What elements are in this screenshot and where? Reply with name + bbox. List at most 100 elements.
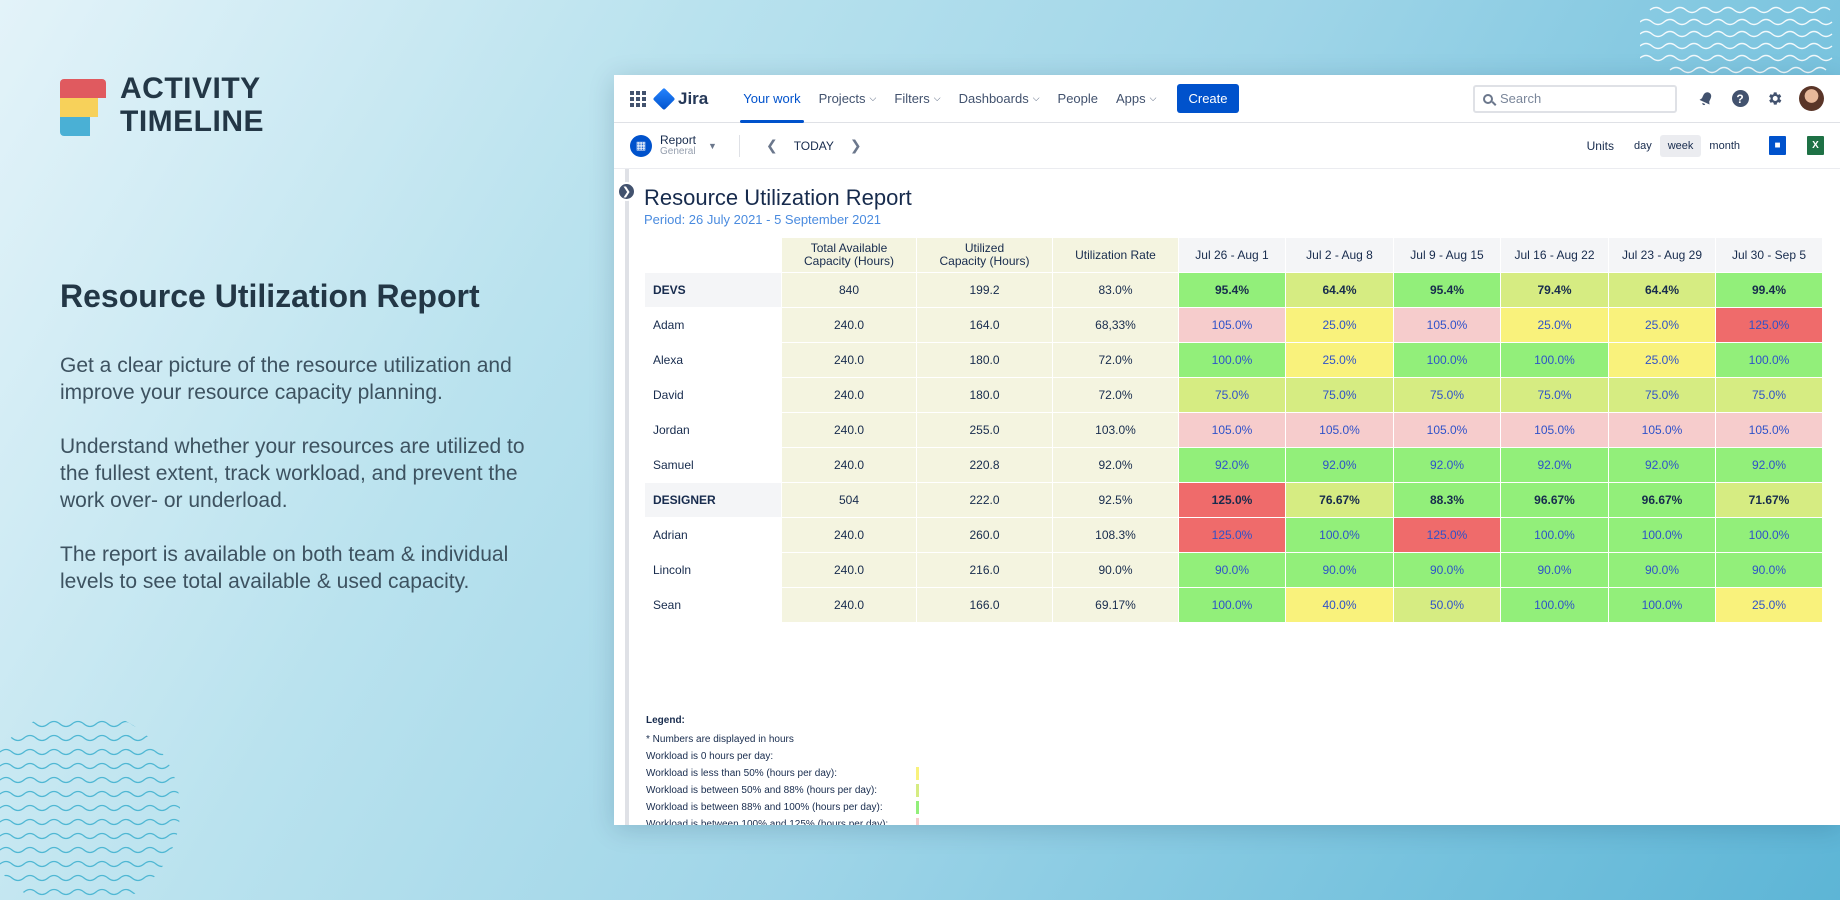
user-avatar[interactable] [1799, 86, 1824, 111]
utilization-rate-cell: 72.0% [1052, 377, 1179, 413]
row-name: Jordan [644, 412, 782, 448]
chevron-down-icon: ⌵ [1149, 93, 1157, 103]
week-utilization-cell: 100.0% [1608, 517, 1716, 553]
week-utilization-cell: 75.0% [1178, 377, 1286, 413]
caret-down-icon[interactable]: ▼ [708, 140, 717, 151]
export-excel-icon[interactable]: X [1807, 136, 1824, 155]
expand-sidebar-icon[interactable]: ❯ [617, 182, 636, 201]
previous-period-button[interactable]: ❮ [765, 137, 778, 153]
utilization-rate-cell: 92.5% [1052, 482, 1179, 518]
week-utilization-cell: 75.0% [1608, 377, 1716, 413]
utilized-capacity-cell: 220.8 [916, 447, 1053, 483]
row-name: Samuel [644, 447, 782, 483]
brand-name: ACTIVITY TIMELINE [120, 72, 264, 138]
nav-people[interactable]: People [1049, 75, 1107, 123]
legend: Legend: * Numbers are displayed in hours… [646, 715, 921, 825]
member-row: Samuel 240.0 220.8 92.0% 92.0% 92.0% 92.0% 92.0… [644, 447, 1823, 483]
week-utilization-cell: 25.0% [1285, 342, 1394, 378]
nav-label: Filters [894, 91, 930, 106]
side-rail [625, 169, 629, 825]
week-utilization-cell: 75.0% [1715, 377, 1823, 413]
row-name: Sean [644, 587, 782, 623]
report-selector-label: Report [660, 132, 697, 147]
chevron-down-icon: ⌵ [933, 93, 941, 103]
row-name: DEVS [644, 272, 782, 308]
legend-title: Legend: [646, 715, 685, 726]
unit-week-button[interactable]: week [1659, 134, 1702, 157]
jira-logo[interactable]: Jira [652, 87, 708, 110]
unit-month-button[interactable]: month [1709, 139, 1740, 152]
total-capacity-cell: 840 [781, 272, 917, 308]
jira-window: Jira Your work Projects ⌵ Filters ⌵ Dashbo… [614, 75, 1840, 825]
legend-item: Workload is 0 hours per day: [646, 748, 921, 765]
utilized-capacity-cell: 180.0 [916, 377, 1053, 413]
nav-projects[interactable]: Projects ⌵ [810, 75, 886, 123]
team-row: DESIGNER 504 222.0 92.5% 125.0% 76.67% 88.3% 96… [644, 482, 1823, 518]
week-utilization-cell: 100.0% [1393, 342, 1501, 378]
create-button[interactable]: Create [1177, 84, 1239, 113]
week-utilization-cell: 90.0% [1715, 552, 1823, 588]
search-input[interactable]: Search [1473, 84, 1677, 113]
row-name: Alexa [644, 342, 782, 378]
report-title: Resource Utilization Report [644, 185, 912, 210]
nav-apps[interactable]: Apps ⌵ [1107, 75, 1165, 123]
total-capacity-cell: 240.0 [781, 552, 917, 588]
utilization-table: Total Available Capacity (Hours) Utilized… [644, 237, 1823, 623]
nav-filters[interactable]: Filters ⌵ [885, 75, 949, 123]
week-utilization-cell: 90.0% [1178, 552, 1286, 588]
week-utilization-cell: 105.0% [1393, 412, 1501, 448]
member-row: Jordan 240.0 255.0 103.0% 105.0% 105.0% 105.0%… [644, 412, 1823, 448]
total-capacity-cell: 240.0 [781, 377, 917, 413]
week-utilization-cell: 40.0% [1285, 587, 1394, 623]
next-period-button[interactable]: ❯ [849, 137, 862, 153]
week-utilization-cell: 64.4% [1285, 272, 1394, 308]
report-selector[interactable]: Report General [660, 134, 696, 158]
unit-day-button[interactable]: day [1633, 139, 1652, 152]
report-selector-sub: General [660, 145, 696, 157]
legend-item: Workload is between 88% and 100% (hours … [646, 799, 921, 816]
header-week: Jul 23 - Aug 29 [1608, 237, 1716, 273]
search-icon [1483, 93, 1493, 104]
utilized-capacity-cell: 222.0 [916, 482, 1053, 518]
nav-dashboards[interactable]: Dashboards ⌵ [950, 75, 1049, 123]
week-utilization-cell: 92.0% [1500, 447, 1609, 483]
legend-item-label: Workload is 0 hours per day: [646, 751, 774, 762]
report-document-icon: ▦ [630, 134, 652, 157]
legend-item-label: Workload is between 50% and 88% (hours p… [646, 785, 878, 796]
legend-item-label: Workload is less than 50% (hours per day… [646, 768, 838, 779]
chevron-down-icon: ⌵ [1032, 93, 1040, 103]
week-utilization-cell: 105.0% [1285, 412, 1394, 448]
week-utilization-cell: 105.0% [1178, 307, 1286, 343]
notifications-icon[interactable] [1689, 82, 1723, 116]
help-icon[interactable]: ? [1723, 82, 1757, 116]
row-name: DESIGNER [644, 482, 782, 518]
nav-your-work[interactable]: Your work [734, 75, 809, 123]
header-week: Jul 30 - Sep 5 [1715, 237, 1823, 273]
week-utilization-cell: 64.4% [1608, 272, 1716, 308]
row-name: Adam [644, 307, 782, 343]
week-utilization-cell: 25.0% [1608, 342, 1716, 378]
header-blank [644, 237, 782, 273]
week-utilization-cell: 50.0% [1393, 587, 1501, 623]
total-capacity-cell: 240.0 [781, 517, 917, 553]
week-utilization-cell: 100.0% [1500, 517, 1609, 553]
week-utilization-cell: 125.0% [1715, 307, 1823, 343]
settings-gear-icon[interactable] [1757, 82, 1791, 116]
utilized-capacity-cell: 216.0 [916, 552, 1053, 588]
header-week: Jul 16 - Aug 22 [1500, 237, 1609, 273]
week-utilization-cell: 71.67% [1715, 482, 1823, 518]
week-utilization-cell: 25.0% [1715, 587, 1823, 623]
today-button[interactable]: TODAY [793, 138, 834, 153]
export-pdf-icon[interactable]: ■ [1769, 136, 1786, 155]
app-switcher-icon[interactable] [630, 90, 646, 107]
decorative-waves [1640, 6, 1833, 74]
nav-label: Dashboards [958, 91, 1029, 106]
header-utilized-capacity: Utilized Capacity (Hours) [916, 237, 1053, 273]
utilization-rate-cell: 92.0% [1052, 447, 1179, 483]
week-utilization-cell: 92.0% [1393, 447, 1501, 483]
total-capacity-cell: 240.0 [781, 307, 917, 343]
member-row: Lincoln 240.0 216.0 90.0% 90.0% 90.0% 90.0% 90.… [644, 552, 1823, 588]
week-utilization-cell: 96.67% [1608, 482, 1716, 518]
utilized-capacity-cell: 260.0 [916, 517, 1053, 553]
legend-swatch [916, 818, 919, 825]
